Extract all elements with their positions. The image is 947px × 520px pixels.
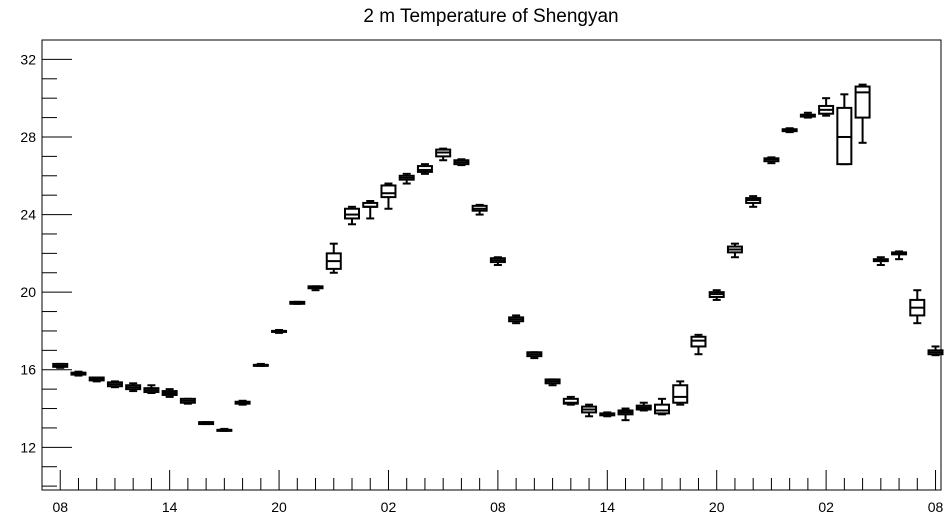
box-45 bbox=[872, 256, 889, 266]
x-tick-label: 20 bbox=[709, 499, 725, 515]
box-8 bbox=[198, 421, 215, 426]
box-33 bbox=[654, 397, 670, 416]
box-iqr bbox=[380, 184, 397, 199]
x-tick-label: 02 bbox=[381, 499, 397, 515]
box-40 bbox=[781, 127, 798, 134]
y-axis: 12 16 20 24 28 32 bbox=[20, 39, 72, 487]
box-0 bbox=[52, 362, 69, 369]
box-43 bbox=[836, 93, 853, 166]
y-tick-label: 12 bbox=[20, 439, 36, 455]
x-tick-label: 08 bbox=[52, 499, 68, 515]
y-tick-label: 32 bbox=[20, 51, 36, 67]
box-20 bbox=[416, 163, 433, 175]
box-15 bbox=[325, 242, 342, 274]
y-tick-label: 28 bbox=[20, 129, 36, 145]
box-iqr bbox=[654, 403, 670, 415]
box-iqr bbox=[854, 85, 871, 119]
box-34 bbox=[672, 380, 689, 406]
box-10 bbox=[234, 399, 251, 406]
box-14 bbox=[307, 285, 324, 292]
box-24 bbox=[489, 256, 506, 266]
box-22 bbox=[453, 158, 470, 167]
x-tick-label: 14 bbox=[600, 499, 616, 515]
box-44 bbox=[854, 83, 871, 144]
box-5 bbox=[143, 384, 160, 395]
box-46 bbox=[891, 250, 908, 261]
x-tick-label: 08 bbox=[490, 499, 506, 515]
box-28 bbox=[562, 395, 579, 406]
x-tick-label: 08 bbox=[928, 499, 944, 515]
x-tick-label: 14 bbox=[162, 499, 178, 515]
box-25 bbox=[508, 314, 525, 325]
box-37 bbox=[726, 242, 743, 259]
box-13 bbox=[289, 300, 306, 305]
box-3 bbox=[106, 380, 123, 389]
box-11 bbox=[252, 362, 269, 367]
box-30 bbox=[599, 411, 616, 418]
box-iqr bbox=[672, 384, 689, 404]
box-23 bbox=[471, 203, 488, 216]
box-7 bbox=[179, 397, 196, 405]
box-38 bbox=[745, 195, 762, 208]
box-9 bbox=[216, 427, 233, 432]
box-29 bbox=[581, 403, 598, 418]
box-48 bbox=[927, 345, 944, 357]
y-tick-label: 24 bbox=[20, 207, 36, 223]
x-tick-label: 02 bbox=[818, 499, 834, 515]
box-12 bbox=[271, 328, 288, 334]
box-21 bbox=[435, 147, 452, 162]
box-42 bbox=[818, 97, 835, 117]
x-axis: 08 14 20 02 08 14 20 02 08 bbox=[52, 470, 944, 515]
y-tick-label: 16 bbox=[20, 362, 36, 378]
chart-title: 2 m Temperature of Shengyan bbox=[363, 6, 618, 27]
box-2 bbox=[88, 376, 105, 383]
box-47 bbox=[909, 289, 926, 325]
box-27 bbox=[544, 378, 561, 387]
box-19 bbox=[398, 172, 415, 185]
boxes-layer bbox=[52, 83, 944, 432]
box-18 bbox=[380, 182, 397, 210]
x-tick-label: 20 bbox=[271, 499, 287, 515]
box-1 bbox=[70, 370, 87, 377]
plot-frame bbox=[41, 39, 942, 491]
box-26 bbox=[526, 351, 543, 360]
box-17 bbox=[362, 199, 379, 220]
box-32 bbox=[635, 401, 652, 412]
box-36 bbox=[708, 289, 725, 301]
box-41 bbox=[799, 111, 816, 119]
box-16 bbox=[344, 205, 360, 226]
box-31 bbox=[617, 407, 634, 422]
y-tick-label: 20 bbox=[20, 284, 36, 300]
box-6 bbox=[161, 388, 178, 398]
box-35 bbox=[690, 333, 707, 356]
box-39 bbox=[763, 156, 780, 165]
box-4 bbox=[125, 382, 142, 393]
